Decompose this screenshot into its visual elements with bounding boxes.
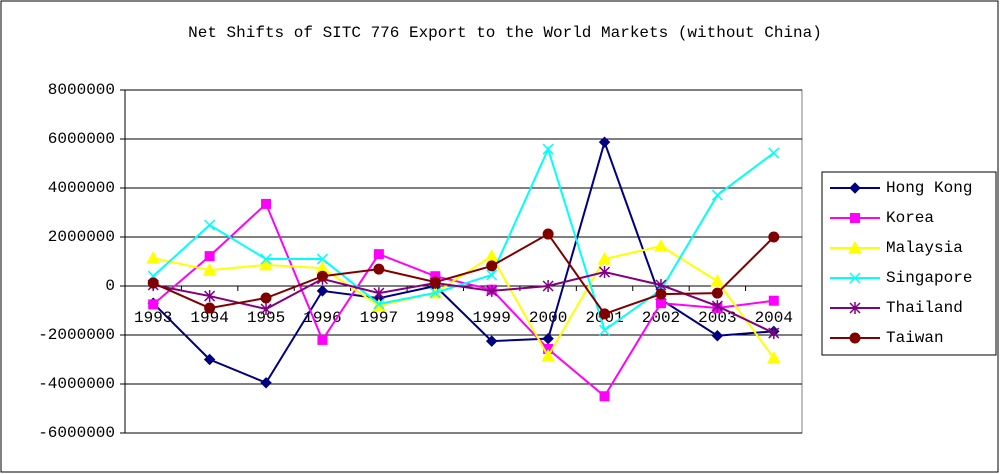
y-tick-label: 2000000 <box>48 228 115 246</box>
legend-marker <box>848 240 862 254</box>
data-point <box>146 251 161 264</box>
series-line <box>152 232 775 316</box>
data-point <box>203 353 216 366</box>
series-line <box>153 271 775 334</box>
legend-label: Malaysia <box>886 239 963 257</box>
y-tick-label: -6000000 <box>38 424 115 442</box>
legend-marker <box>849 302 861 314</box>
data-point <box>148 299 159 310</box>
data-point <box>766 350 781 364</box>
data-point <box>204 290 216 303</box>
data-point <box>204 302 216 314</box>
data-point <box>261 198 272 209</box>
data-point <box>202 263 217 276</box>
data-point <box>711 189 723 201</box>
data-point <box>260 377 272 389</box>
x-tick-label: 1998 <box>416 309 454 327</box>
data-point <box>541 349 555 362</box>
data-point <box>429 287 441 299</box>
data-point <box>486 335 498 347</box>
legend-marker <box>850 213 860 223</box>
data-point <box>599 391 610 402</box>
chart-title: Net Shifts of SITC 776 Export to the Wor… <box>188 24 822 42</box>
x-tick-label: 1993 <box>134 309 172 327</box>
data-point <box>542 332 554 345</box>
data-point <box>204 219 216 231</box>
data-point <box>373 298 385 310</box>
data-point <box>768 295 779 306</box>
y-tick-label: 0 <box>105 277 115 295</box>
legend-label: Thailand <box>886 299 963 317</box>
data-point <box>655 298 666 309</box>
series-line <box>152 146 775 332</box>
x-tick-label: 2003 <box>698 309 736 327</box>
data-point <box>599 266 611 279</box>
data-point <box>259 257 273 271</box>
data-point <box>316 253 328 265</box>
x-tick-label: 2004 <box>755 309 793 327</box>
data-point <box>711 300 723 313</box>
data-point <box>599 324 611 336</box>
data-point <box>542 143 554 155</box>
series-line <box>152 138 774 385</box>
data-point <box>147 277 159 289</box>
x-tick-label: 1996 <box>303 309 341 327</box>
x-tick-label: 2002 <box>642 309 680 327</box>
data-point <box>429 276 441 288</box>
x-tick-label: 1999 <box>473 309 511 327</box>
y-tick-label: 4000000 <box>48 179 115 197</box>
data-point <box>204 251 215 262</box>
data-point <box>373 249 384 260</box>
y-tick-label: 6000000 <box>48 130 115 148</box>
data-point <box>711 287 723 299</box>
legend-label: Taiwan <box>886 329 944 347</box>
legend-box <box>821 171 997 356</box>
data-point <box>316 270 328 282</box>
x-tick-label: 1995 <box>247 309 285 327</box>
legend-label: Singapore <box>886 269 972 287</box>
y-tick-label: 8000000 <box>48 81 115 99</box>
legend-label: Hong Kong <box>886 179 972 197</box>
y-tick-label: -4000000 <box>38 375 115 393</box>
data-point <box>598 136 611 148</box>
data-point <box>710 274 725 287</box>
data-point <box>317 334 328 345</box>
data-point <box>486 284 498 297</box>
data-point <box>599 308 611 320</box>
data-point <box>542 280 554 292</box>
x-tick-label: 2000 <box>529 309 567 327</box>
x-tick-label: 1997 <box>360 309 398 327</box>
data-point <box>486 260 498 272</box>
data-point <box>597 252 612 265</box>
data-point <box>373 287 385 300</box>
legend-label: Korea <box>886 209 934 227</box>
x-tick-label: 1994 <box>190 309 228 327</box>
plot-area <box>124 89 803 434</box>
data-point <box>654 239 668 252</box>
data-point <box>260 303 272 316</box>
data-point <box>711 330 724 342</box>
legend-marker <box>849 182 861 194</box>
data-point <box>486 269 498 281</box>
data-point <box>260 292 272 304</box>
legend-marker <box>849 272 861 284</box>
legend-marker <box>849 332 861 344</box>
data-point <box>768 147 780 159</box>
data-point <box>542 228 554 240</box>
data-point <box>373 263 385 275</box>
y-tick-label: -2000000 <box>38 326 115 344</box>
data-point <box>768 327 780 340</box>
data-point <box>655 288 667 300</box>
data-point <box>768 231 780 243</box>
data-point <box>260 253 272 265</box>
data-point <box>316 285 329 297</box>
